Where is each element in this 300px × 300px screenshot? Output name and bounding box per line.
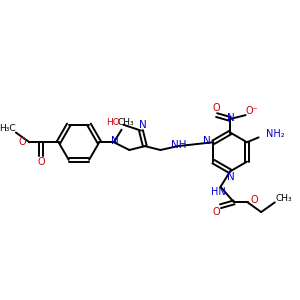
Text: O: O	[37, 157, 45, 166]
Text: NH: NH	[171, 140, 187, 150]
Text: H₃C: H₃C	[0, 124, 16, 133]
Text: N: N	[139, 120, 147, 130]
Text: N: N	[227, 113, 235, 123]
Text: NH₂: NH₂	[266, 130, 285, 140]
Text: O: O	[213, 103, 220, 113]
Text: O⁻: O⁻	[245, 106, 258, 116]
Text: O: O	[19, 137, 27, 147]
Text: N: N	[227, 172, 235, 182]
Text: HO: HO	[106, 118, 120, 127]
Text: CH₃: CH₃	[275, 194, 292, 203]
Text: O: O	[213, 207, 220, 217]
Text: N: N	[111, 136, 119, 146]
Text: O: O	[250, 195, 258, 206]
Text: N: N	[203, 136, 211, 146]
Text: HN: HN	[211, 187, 226, 197]
Text: CH₃: CH₃	[117, 118, 134, 127]
